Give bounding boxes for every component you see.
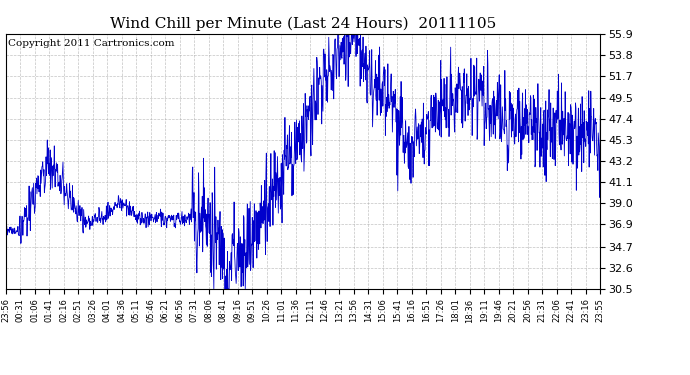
Title: Wind Chill per Minute (Last 24 Hours)  20111105: Wind Chill per Minute (Last 24 Hours) 20… [110, 17, 496, 31]
Text: Copyright 2011 Cartronics.com: Copyright 2011 Cartronics.com [8, 39, 175, 48]
